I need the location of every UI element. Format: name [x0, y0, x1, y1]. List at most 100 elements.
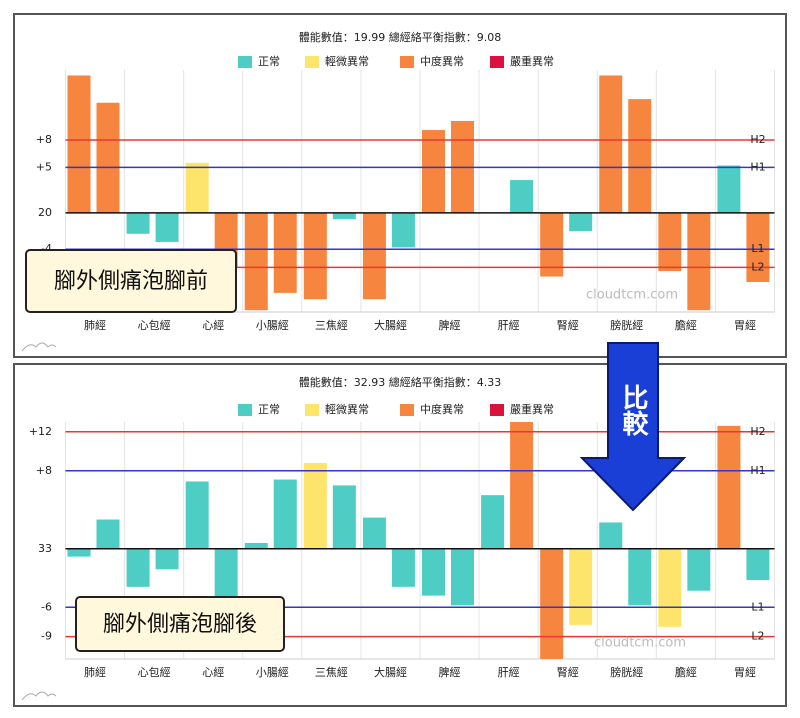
- bar: [746, 548, 770, 580]
- bar: [67, 548, 91, 557]
- bar: [67, 75, 91, 213]
- x-tick-label: 三焦經: [315, 665, 348, 679]
- bar: [155, 212, 179, 242]
- bar: [540, 212, 564, 277]
- bar: [244, 212, 268, 311]
- bar: [599, 522, 623, 549]
- x-tick-label: 腎經: [557, 665, 579, 679]
- chart-title: 體能數值：19.99 總經絡平衡指數：9.08: [299, 30, 501, 44]
- legend-label: 正常: [258, 55, 280, 68]
- bar: [422, 548, 445, 596]
- legend-label: 中度異常: [420, 54, 464, 68]
- legend-label: 嚴重異常: [510, 54, 554, 68]
- y-tick-label: 20: [38, 206, 52, 219]
- bar: [717, 165, 741, 213]
- bar: [422, 130, 445, 213]
- legend-swatch: [238, 404, 252, 416]
- logo: [21, 342, 57, 352]
- bar: [746, 212, 770, 282]
- chart-title: 體能數值：32.93 總經絡平衡指數：4.33: [299, 375, 501, 389]
- bar: [96, 519, 120, 549]
- bar: [391, 212, 415, 248]
- bar: [658, 212, 682, 272]
- bar: [332, 212, 356, 220]
- x-tick-label: 大腸經: [374, 665, 407, 679]
- bar: [569, 212, 593, 232]
- y-tick-label: +8: [36, 464, 52, 477]
- x-tick-label: 大腸經: [374, 318, 407, 332]
- legend-label: 輕微異常: [325, 402, 369, 416]
- reference-label: H1: [750, 464, 765, 477]
- arrow: [579, 342, 687, 512]
- x-tick-label: 三焦經: [315, 318, 348, 332]
- legend-swatch: [238, 56, 252, 68]
- legend-label: 輕微異常: [325, 54, 369, 68]
- reference-label: H2: [750, 425, 765, 438]
- bar: [273, 479, 297, 549]
- x-tick-label: 肺經: [84, 318, 106, 332]
- legend-swatch: [305, 56, 319, 68]
- legend-label: 中度異常: [420, 402, 464, 416]
- reference-label: L2: [751, 260, 764, 273]
- reference-label: L2: [751, 630, 764, 643]
- bar: [628, 548, 652, 606]
- y-tick-label: +12: [29, 425, 52, 438]
- bar: [185, 162, 209, 213]
- bar: [510, 422, 534, 549]
- x-tick-label: 肝經: [498, 665, 520, 679]
- annotation: 腳外側痛泡腳前: [54, 269, 208, 294]
- legend-label: 正常: [258, 403, 280, 416]
- annotation-box: [25, 249, 237, 313]
- x-tick-label: 腎經: [557, 318, 579, 332]
- bar: [540, 548, 564, 659]
- annotation-box: [75, 596, 285, 652]
- y-tick-label: 33: [38, 542, 52, 555]
- x-tick-label: 膀胱經: [610, 318, 643, 332]
- comparison-label: 比較: [618, 384, 648, 437]
- bar: [391, 548, 415, 587]
- bar: [362, 517, 386, 549]
- reference-label: H1: [750, 160, 765, 173]
- bar: [599, 75, 623, 213]
- legend-swatch: [400, 56, 414, 68]
- logo: [21, 691, 57, 701]
- legend-swatch: [490, 404, 504, 416]
- bar: [687, 548, 711, 591]
- legend-label: 嚴重異常: [510, 402, 554, 416]
- legend-swatch: [305, 404, 319, 416]
- bar: [687, 212, 711, 311]
- x-tick-label: 心包經: [138, 318, 171, 332]
- bar: [628, 99, 652, 213]
- reference-label: L1: [751, 600, 764, 613]
- bar: [481, 495, 505, 549]
- bar: [273, 212, 297, 293]
- x-tick-label: 小腸經: [256, 665, 289, 679]
- bar: [303, 212, 327, 300]
- y-tick-label: -6: [41, 600, 52, 613]
- bar: [332, 485, 356, 549]
- bar: [658, 548, 682, 627]
- y-tick-label: -9: [41, 630, 52, 643]
- reference-label: L1: [751, 242, 764, 255]
- x-tick-label: 膽經: [675, 318, 697, 332]
- bar: [303, 462, 327, 549]
- legend-swatch: [490, 56, 504, 68]
- bar: [717, 425, 741, 549]
- watermark: cloudtcm.com: [586, 288, 678, 303]
- bar: [185, 481, 209, 549]
- bar: [569, 548, 593, 625]
- y-tick-label: -4: [41, 242, 52, 255]
- bar: [126, 548, 150, 587]
- x-tick-label: 肺經: [84, 665, 106, 679]
- annotation: 腳外側痛泡腳後: [103, 612, 257, 637]
- bar: [96, 102, 120, 213]
- x-tick-label: 胃經: [734, 665, 756, 679]
- reference-label: H2: [750, 133, 765, 146]
- x-tick-label: 胃經: [734, 318, 756, 332]
- bar: [214, 548, 238, 603]
- bar: [126, 212, 150, 234]
- x-tick-label: 脾經: [439, 318, 461, 332]
- legend-swatch: [400, 404, 414, 416]
- y-tick-label: +8: [36, 133, 52, 146]
